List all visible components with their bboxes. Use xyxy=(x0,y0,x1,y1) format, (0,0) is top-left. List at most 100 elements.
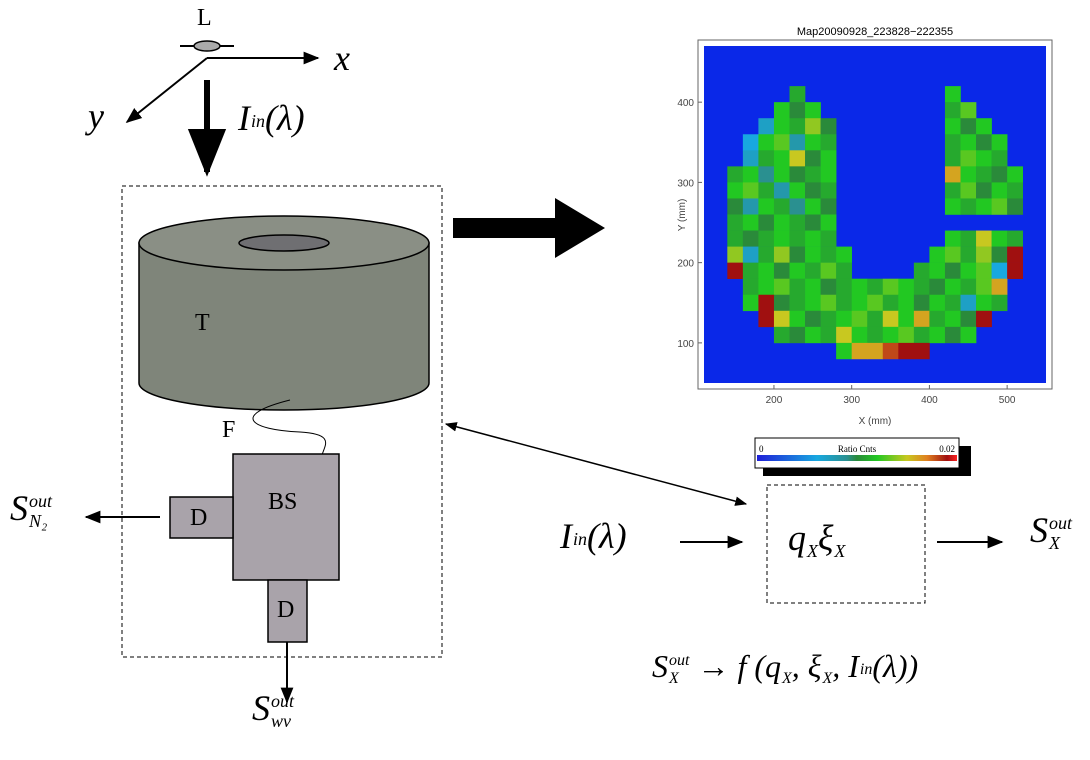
heat-cell xyxy=(821,295,837,311)
heat-cell xyxy=(976,295,992,311)
heat-cell xyxy=(976,279,992,295)
heat-cell xyxy=(743,150,759,166)
heat-cell xyxy=(774,198,790,214)
heat-cell xyxy=(805,118,821,134)
heat-cell xyxy=(976,150,992,166)
heat-cell xyxy=(805,311,821,327)
heat-cell xyxy=(836,295,852,311)
heat-cell xyxy=(743,231,759,247)
heat-cell xyxy=(821,279,837,295)
text: ξ xyxy=(808,648,822,684)
heat-cell xyxy=(821,134,837,150)
heat-cell xyxy=(961,327,977,343)
heat-cell xyxy=(790,279,806,295)
heat-cell xyxy=(774,327,790,343)
text: in xyxy=(860,661,872,679)
text: I xyxy=(848,648,859,684)
heat-cell xyxy=(914,263,930,279)
text: out xyxy=(29,492,52,512)
heat-cell xyxy=(883,295,899,311)
heat-cell xyxy=(898,327,914,343)
heat-cell xyxy=(961,102,977,118)
heat-cell xyxy=(821,182,837,198)
y-tick-label: 100 xyxy=(677,339,694,350)
heat-cell xyxy=(961,279,977,295)
text: (λ) xyxy=(265,98,305,138)
heat-cell xyxy=(758,215,774,231)
y-tick-label: 300 xyxy=(677,178,694,189)
text: S xyxy=(252,688,270,728)
heat-cell xyxy=(961,295,977,311)
turbine xyxy=(139,216,429,410)
y-tick-label: 400 xyxy=(677,98,694,109)
heat-cell xyxy=(992,263,1008,279)
heat-cell xyxy=(805,327,821,343)
heat-cell xyxy=(976,231,992,247)
text: (λ)) xyxy=(872,648,918,684)
heat-cell xyxy=(836,247,852,263)
output-wv: Soutwv xyxy=(252,690,294,732)
text: X xyxy=(669,670,689,688)
heat-cell xyxy=(945,327,961,343)
heat-cell xyxy=(758,263,774,279)
heat-cell xyxy=(976,263,992,279)
text: wv xyxy=(271,712,294,732)
heat-cell xyxy=(961,150,977,166)
heat-cell xyxy=(898,311,914,327)
heat-cell xyxy=(758,247,774,263)
heatmap: 200300400500100200300400Map20090928_2238… xyxy=(677,26,1052,427)
heat-cell xyxy=(743,279,759,295)
heat-cell xyxy=(883,311,899,327)
link-arrow xyxy=(446,424,746,504)
heat-cell xyxy=(945,134,961,150)
heat-cell xyxy=(743,247,759,263)
heat-cell xyxy=(945,263,961,279)
heat-cell xyxy=(790,86,806,102)
y-tick-label: 200 xyxy=(677,259,694,270)
detector-bottom: D xyxy=(277,598,294,622)
heat-cell xyxy=(805,295,821,311)
heat-cell xyxy=(867,327,883,343)
heat-cell xyxy=(945,311,961,327)
heat-cell xyxy=(805,182,821,198)
text: I xyxy=(238,98,250,138)
text: X xyxy=(782,670,792,688)
heat-cell xyxy=(898,343,914,359)
heat-cell xyxy=(774,311,790,327)
heat-cell xyxy=(898,279,914,295)
heat-cell xyxy=(790,215,806,231)
heat-cell xyxy=(727,198,743,214)
heat-cell xyxy=(790,198,806,214)
heat-cell xyxy=(727,182,743,198)
heat-cell xyxy=(929,247,945,263)
output-x: SoutX xyxy=(1030,512,1072,554)
colorbar xyxy=(757,455,957,461)
heat-cell xyxy=(805,215,821,231)
transfer: q Xξ X xyxy=(788,520,845,562)
heat-cell xyxy=(774,247,790,263)
heat-cell xyxy=(821,198,837,214)
heat-cell xyxy=(867,311,883,327)
heat-cell xyxy=(774,279,790,295)
heat-cell xyxy=(976,247,992,263)
x-axis-label: X (mm) xyxy=(859,416,892,427)
axis-x: x xyxy=(334,40,350,76)
heat-cell xyxy=(852,343,868,359)
text: S xyxy=(10,488,28,528)
text: I xyxy=(560,516,572,556)
heat-cell xyxy=(914,327,930,343)
heat-cell xyxy=(1007,198,1023,214)
heat-cell xyxy=(992,134,1008,150)
x-tick-label: 200 xyxy=(766,395,783,406)
heat-cell xyxy=(743,263,759,279)
text: → f ( xyxy=(689,648,765,684)
heat-cell xyxy=(852,279,868,295)
heat-cell xyxy=(821,247,837,263)
heat-cell xyxy=(758,198,774,214)
text: out xyxy=(1049,514,1072,534)
heat-cell xyxy=(1007,166,1023,182)
y-axis-label: Y (mm) xyxy=(677,199,688,232)
heat-cell xyxy=(805,247,821,263)
heat-cell xyxy=(743,166,759,182)
heat-cell xyxy=(805,279,821,295)
